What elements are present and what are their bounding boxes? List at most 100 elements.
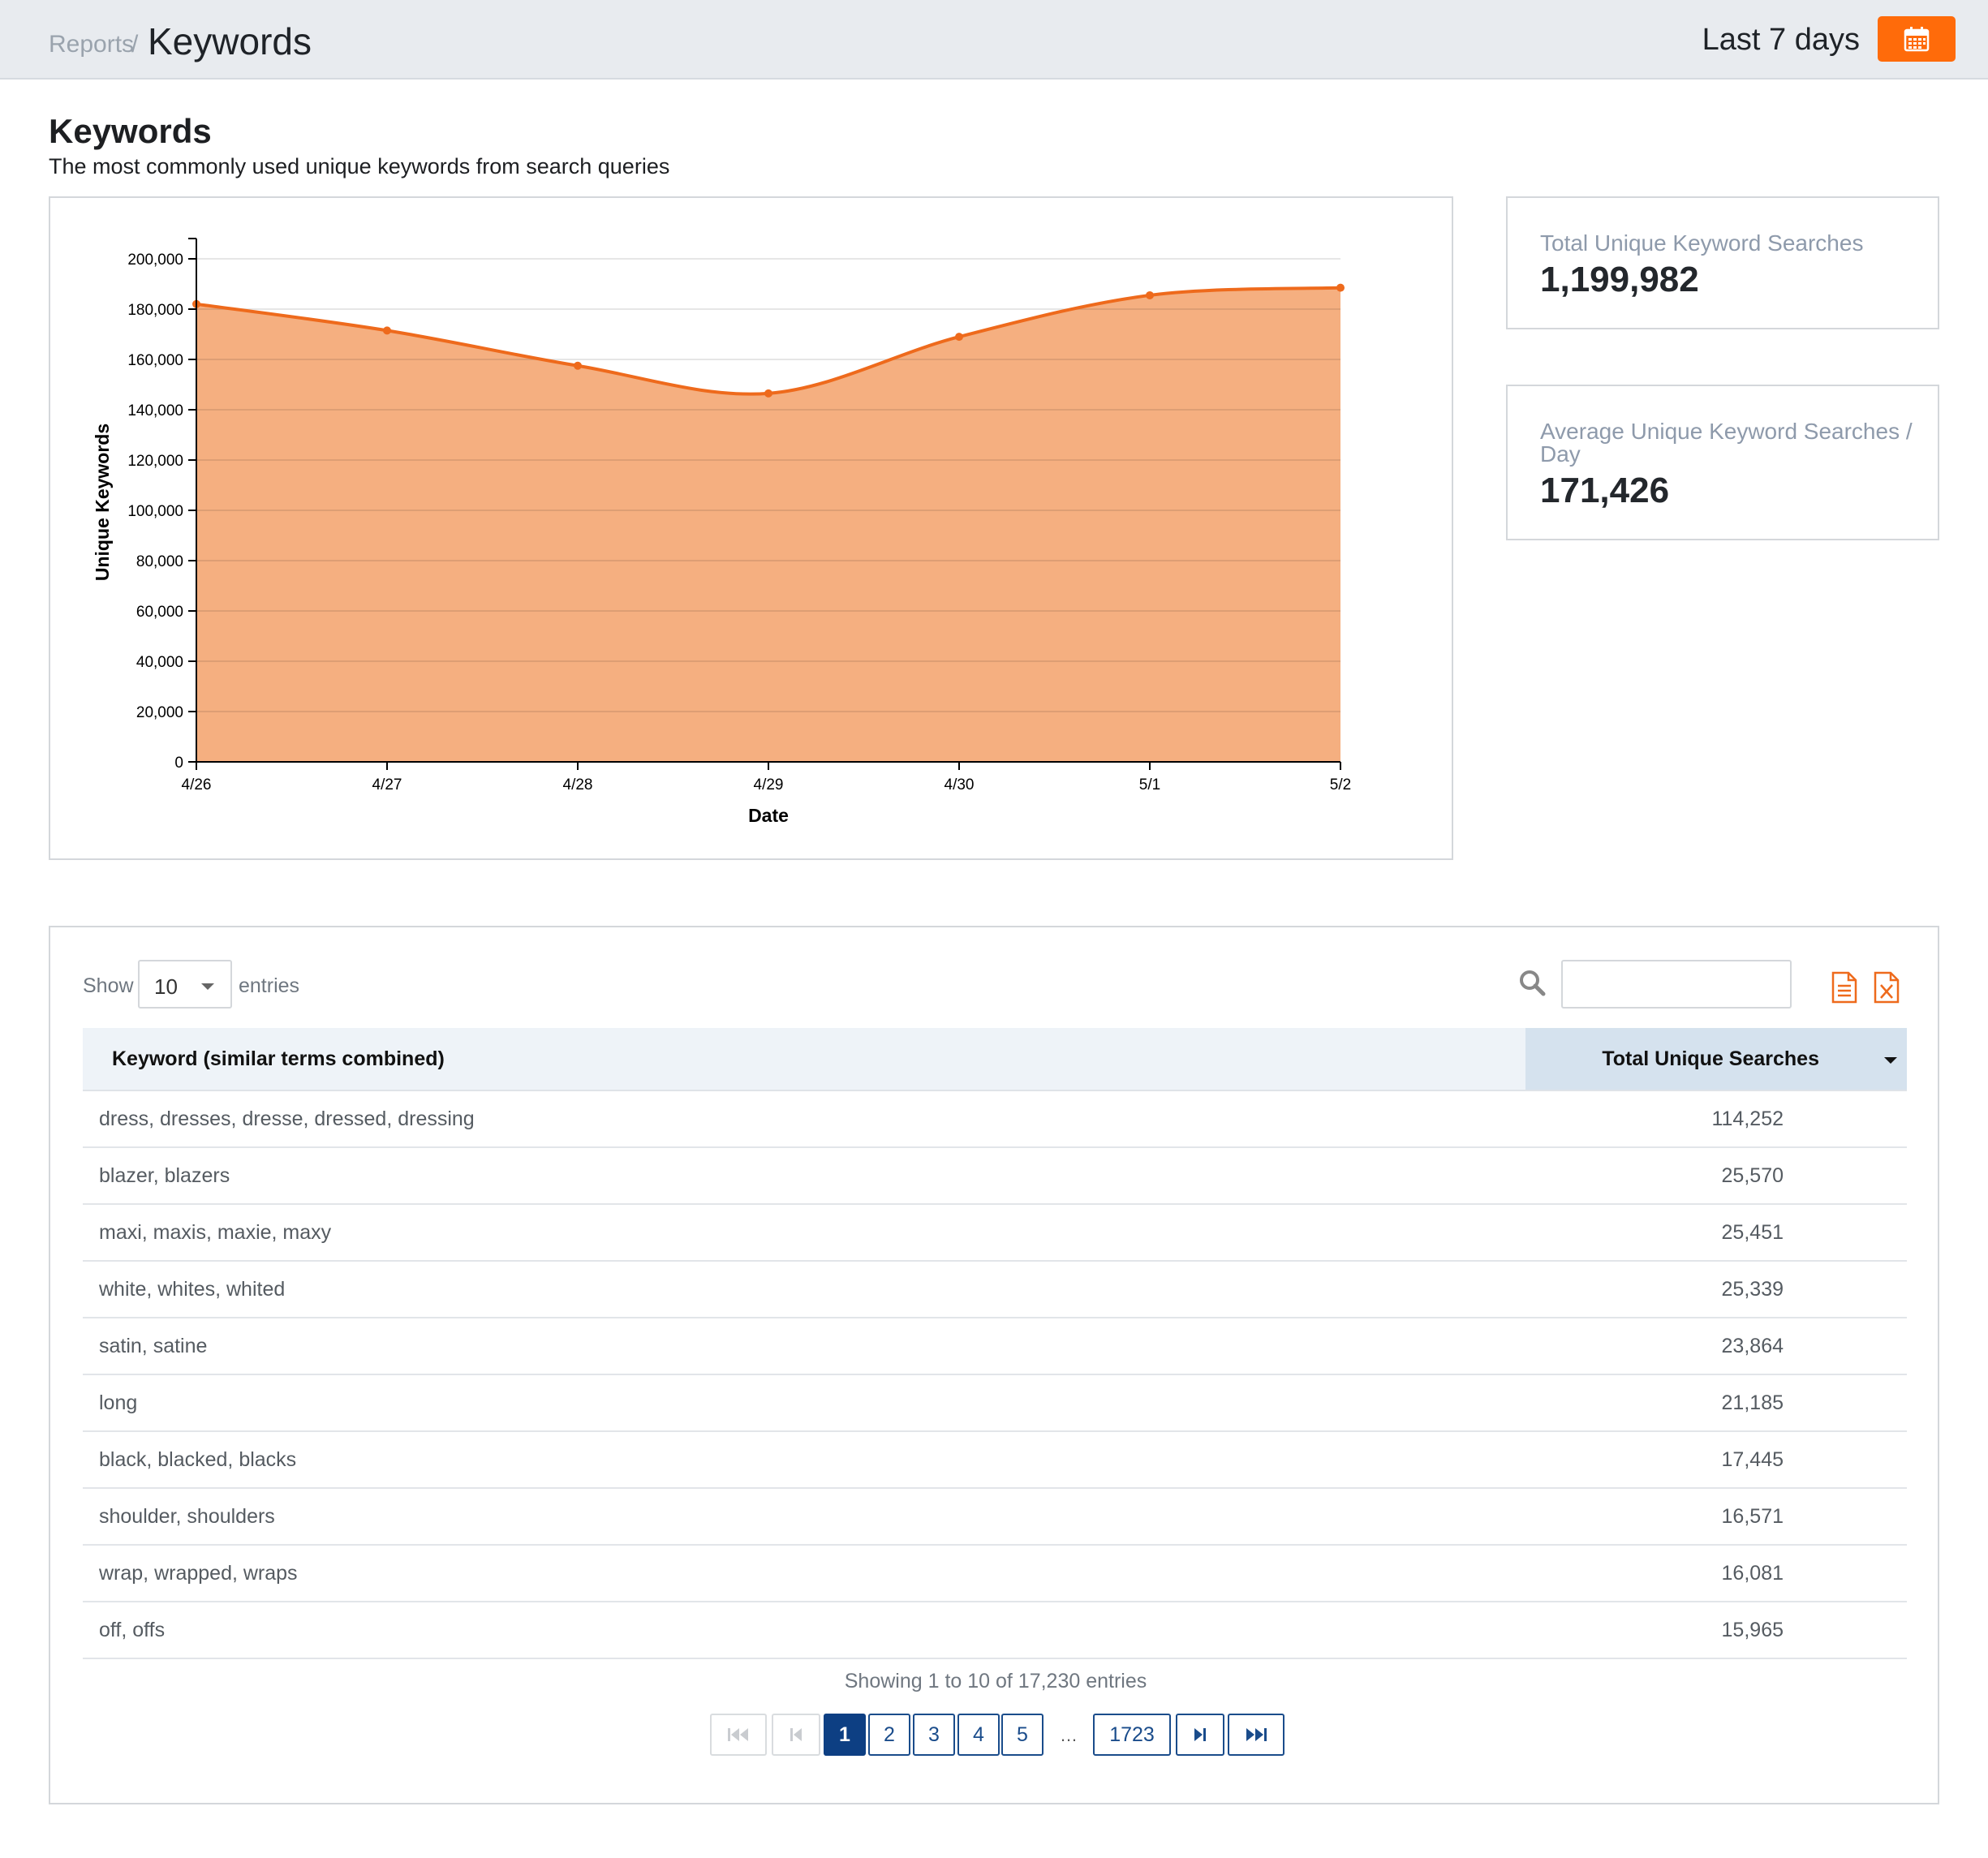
x-tick-label: 4/27 xyxy=(372,776,402,794)
column-header-keyword[interactable]: Keyword (similar terms combined) xyxy=(112,1047,445,1070)
y-axis-title: Unique Keywords xyxy=(92,424,113,581)
previous-page-icon xyxy=(790,1728,802,1741)
last-page-icon xyxy=(1246,1728,1267,1741)
total-cell: 15,965 xyxy=(1721,1619,1784,1641)
keyword-cell: white, whites, whited xyxy=(99,1278,286,1301)
chart-panel: 0 20,000 40,000 60,000 80,000 100,000 120,000 1… xyxy=(49,196,1453,860)
x-tick-label: 4/30 xyxy=(945,776,975,794)
total-searches-card: Total Unique Keyword Searches 1,199,982 xyxy=(1506,196,1939,329)
keyword-cell: off, offs xyxy=(99,1619,166,1641)
average-searches-value: 171,426 xyxy=(1540,471,1670,510)
page-length-value: 10 xyxy=(154,974,178,999)
y-tick-label: 140,000 xyxy=(127,402,183,419)
x-tick-label: 4/29 xyxy=(754,776,784,794)
show-label: Show xyxy=(83,974,134,997)
y-tick-label: 180,000 xyxy=(127,302,183,319)
first-page-icon xyxy=(728,1728,748,1741)
column-header-total-label: Total Unique Searches xyxy=(1602,1047,1819,1070)
table-row: shoulder, shoulders 16,571 xyxy=(83,1489,1907,1546)
page-button-5[interactable]: 5 xyxy=(1001,1714,1043,1756)
average-searches-card: Average Unique Keyword Searches / Day 17… xyxy=(1506,385,1939,540)
keywords-table-panel: Show 10 entries Keyword (similar terms c… xyxy=(49,926,1939,1804)
x-tick-label: 4/26 xyxy=(182,776,212,794)
table-row: satin, satine 23,864 xyxy=(83,1318,1907,1375)
keywords-area-chart: 0 20,000 40,000 60,000 80,000 100,000 120,000 1… xyxy=(92,238,1351,826)
page-button-1[interactable]: 1 xyxy=(824,1714,866,1756)
keyword-cell: wrap, wrapped, wraps xyxy=(99,1562,298,1585)
table-row: white, whites, whited 25,339 xyxy=(83,1262,1907,1318)
page-button-2[interactable]: 2 xyxy=(868,1714,910,1756)
keyword-cell: blazer, blazers xyxy=(99,1164,230,1187)
x-tick-label: 5/1 xyxy=(1139,776,1160,794)
column-header-total-searches[interactable]: Total Unique Searches xyxy=(1525,1028,1907,1090)
y-tick-label: 200,000 xyxy=(127,252,183,269)
keyword-cell: shoulder, shoulders xyxy=(99,1505,275,1528)
data-point xyxy=(764,389,772,398)
pagination: 1 2 3 4 5 … 1723 xyxy=(50,1714,1941,1756)
total-searches-value: 1,199,982 xyxy=(1540,260,1699,299)
table-row: black, blacked, blacks 17,445 xyxy=(83,1432,1907,1489)
table-row: maxi, maxis, maxie, maxy 25,451 xyxy=(83,1205,1907,1262)
search-icon xyxy=(1520,970,1546,996)
date-range-button[interactable] xyxy=(1878,16,1956,62)
next-page-icon xyxy=(1194,1728,1206,1741)
keyword-cell: black, blacked, blacks xyxy=(99,1448,297,1471)
table-row: blazer, blazers 25,570 xyxy=(83,1148,1907,1205)
x-tick-label: 5/2 xyxy=(1330,776,1351,794)
page-subtitle: The most commonly used unique keywords f… xyxy=(49,154,670,178)
total-cell: 25,570 xyxy=(1721,1164,1784,1187)
data-point xyxy=(955,333,963,342)
search-input[interactable] xyxy=(1561,960,1792,1009)
data-point xyxy=(1336,283,1345,292)
calendar-icon xyxy=(1904,27,1930,52)
document-export-icon[interactable] xyxy=(1831,971,1858,1004)
table-row: off, offs 15,965 xyxy=(83,1602,1907,1659)
total-cell: 23,864 xyxy=(1721,1335,1784,1357)
next-page-button[interactable] xyxy=(1176,1714,1224,1756)
previous-page-button[interactable] xyxy=(772,1714,820,1756)
page-length-select[interactable]: 10 xyxy=(138,960,232,1009)
page-button-4[interactable]: 4 xyxy=(957,1714,1000,1756)
date-range-label: Last 7 days xyxy=(1702,23,1860,57)
keyword-cell: dress, dresses, dresse, dressed, dressin… xyxy=(99,1107,475,1130)
y-tick-label: 0 xyxy=(174,755,183,772)
page-button-3[interactable]: 3 xyxy=(913,1714,955,1756)
average-searches-label-line2: Day xyxy=(1540,441,1581,467)
keyword-cell: long xyxy=(99,1391,138,1414)
total-cell: 21,185 xyxy=(1721,1391,1784,1414)
page-title: Keywords xyxy=(49,112,212,150)
average-searches-label-line1: Average Unique Keyword Searches / xyxy=(1540,419,1913,444)
table-row: long 21,185 xyxy=(83,1375,1907,1432)
entries-label: entries xyxy=(239,974,300,997)
last-page-number-button[interactable]: 1723 xyxy=(1093,1714,1171,1756)
total-searches-label: Total Unique Keyword Searches xyxy=(1540,230,1864,256)
y-tick-label: 40,000 xyxy=(136,654,183,671)
table-row: wrap, wrapped, wraps 16,081 xyxy=(83,1546,1907,1602)
data-point xyxy=(1146,290,1154,299)
data-point xyxy=(383,326,391,335)
data-point xyxy=(574,361,582,370)
keywords-table: Keyword (similar terms combined) Total U… xyxy=(83,1028,1907,1659)
last-page-button[interactable] xyxy=(1228,1714,1284,1756)
total-cell: 17,445 xyxy=(1721,1448,1784,1471)
keyword-cell: maxi, maxis, maxie, maxy xyxy=(99,1221,332,1244)
y-tick-label: 20,000 xyxy=(136,704,183,721)
chevron-down-icon xyxy=(201,983,214,990)
total-cell: 16,571 xyxy=(1721,1505,1784,1528)
first-page-button[interactable] xyxy=(710,1714,767,1756)
x-tick-label: 4/28 xyxy=(563,776,593,794)
table-row: dress, dresses, dresse, dressed, dressin… xyxy=(83,1091,1907,1148)
area-fill xyxy=(196,287,1340,762)
table-info: Showing 1 to 10 of 17,230 entries xyxy=(844,1670,1147,1692)
y-tick-label: 100,000 xyxy=(127,503,183,520)
total-cell: 25,339 xyxy=(1721,1278,1784,1301)
keyword-cell: satin, satine xyxy=(99,1335,208,1357)
breadcrumb-reports[interactable]: Reports xyxy=(49,31,135,58)
breadcrumb-separator: / xyxy=(131,31,139,58)
excel-export-icon[interactable] xyxy=(1873,971,1900,1004)
total-cell: 114,252 xyxy=(1711,1107,1784,1130)
pagination-ellipsis: … xyxy=(1060,1725,1078,1745)
y-tick-label: 160,000 xyxy=(127,352,183,369)
y-tick-label: 120,000 xyxy=(127,453,183,470)
top-bar: Reports / Keywords Last 7 days xyxy=(0,0,1988,80)
